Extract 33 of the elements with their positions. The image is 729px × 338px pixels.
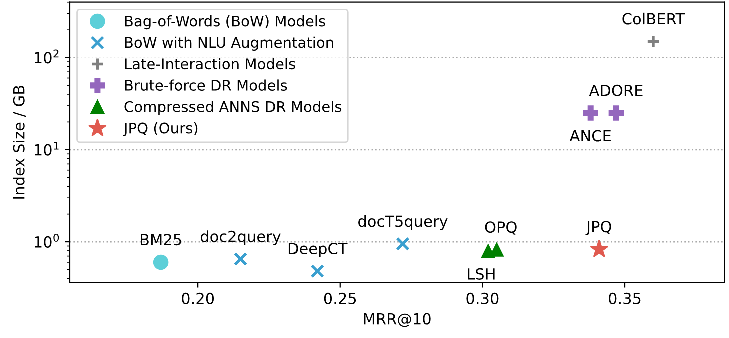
x-tick-label: 0.35 (609, 292, 641, 304)
y-tick-label: 10$^{2}$ (35, 50, 59, 64)
y-tick-label: 10$^{1}$ (35, 142, 59, 156)
annotation: doc2query (200, 230, 281, 246)
x-tick-label: 0.30 (466, 292, 499, 304)
point (153, 254, 169, 270)
y-axis-title: Index Size / GB (13, 86, 26, 199)
legend-label: BoW with NLU Augmentation (125, 36, 334, 52)
point (608, 106, 624, 121)
annotation: ANCE (570, 130, 611, 142)
annotation: BM25 (141, 234, 182, 246)
x-tick-label: 0.25 (324, 292, 356, 304)
annotation: LSH (468, 268, 495, 280)
point (590, 240, 609, 258)
annotation: DeepCT (288, 242, 348, 258)
point (646, 34, 660, 49)
legend-label: JPQ (Ours) (123, 122, 198, 137)
x-axis-title: MRR@10 (364, 313, 431, 328)
x-tick-label: 0.20 (182, 292, 214, 304)
annotation: JPQ (586, 221, 612, 236)
point (310, 264, 325, 278)
legend-label: Brute-force DR Models (125, 80, 288, 91)
legend-label: Compressed ANNS DR Models (124, 101, 342, 116)
point (396, 237, 410, 252)
y-tick-label: 10$^{0}$ (35, 234, 60, 248)
annotation: ADORE (589, 84, 643, 96)
legend-label: Late-Interaction Models (125, 58, 296, 70)
annotation: ColBERT (622, 12, 686, 25)
legend-label: Bag-of-Words (BoW) Models (125, 15, 326, 30)
point (234, 252, 248, 266)
annotation: docT5query (358, 215, 448, 230)
point (583, 106, 598, 121)
annotation: OPQ (485, 222, 517, 235)
